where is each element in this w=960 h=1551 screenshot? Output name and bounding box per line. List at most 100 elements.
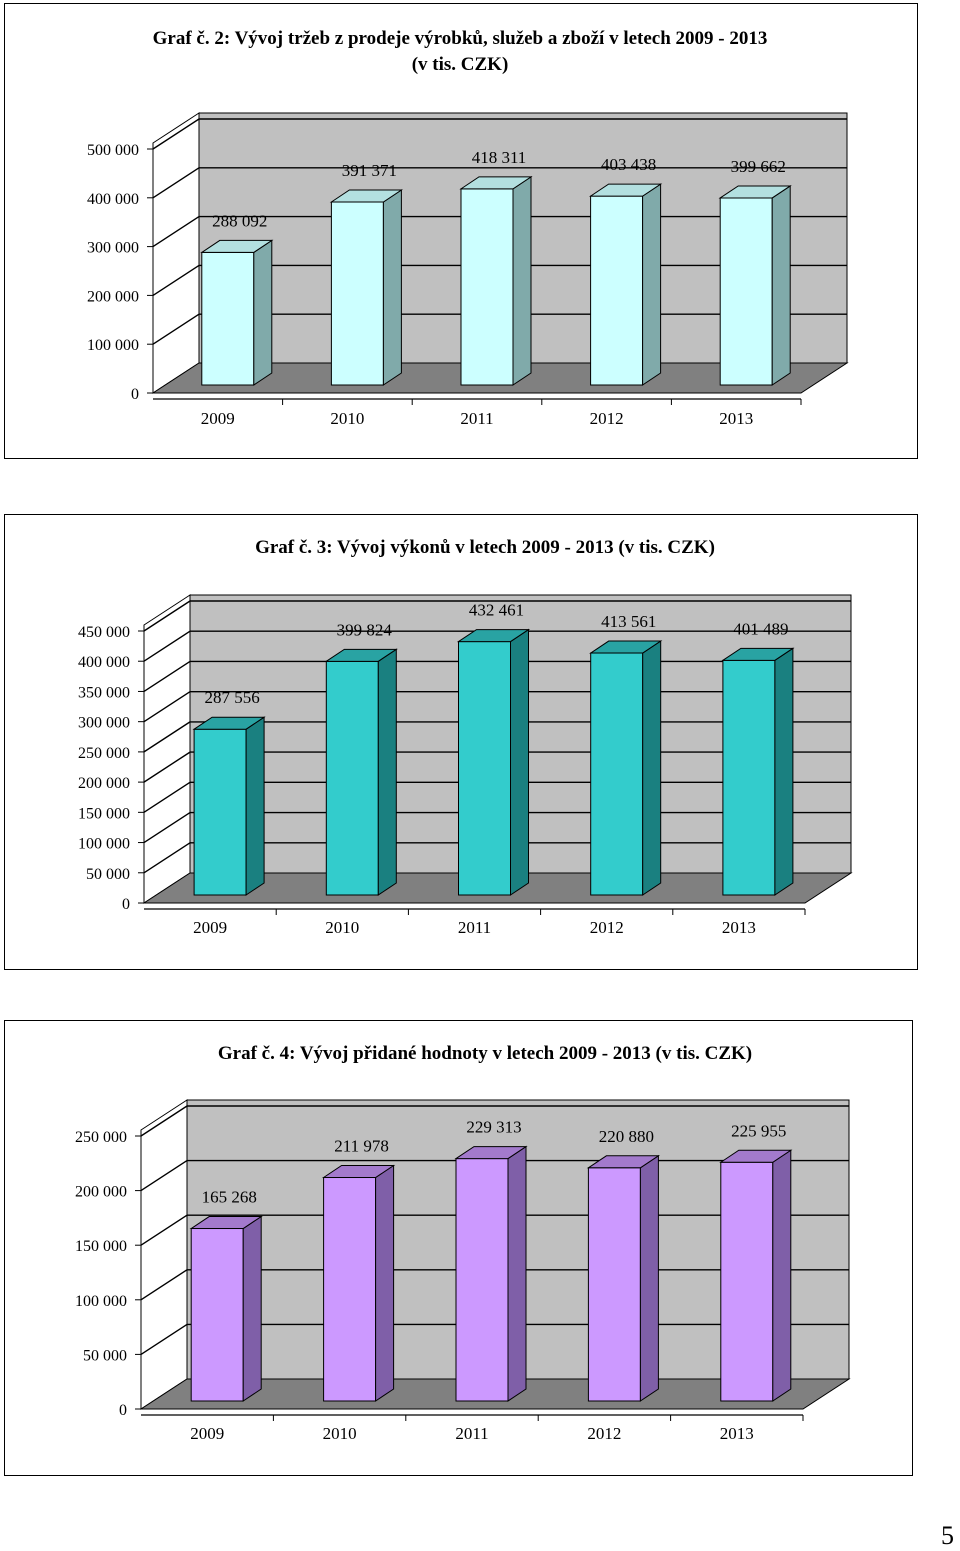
x-tick-label: 2013 bbox=[720, 1424, 754, 1443]
y-tick-label: 150 000 bbox=[78, 805, 130, 822]
chart-svg: Graf č. 2: Vývoj tržeb z prodeje výrobků… bbox=[87, 28, 849, 428]
bar bbox=[454, 1145, 528, 1402]
bar-front bbox=[460, 188, 514, 386]
bar-front bbox=[590, 195, 644, 386]
data-label: 211 978 bbox=[334, 1137, 389, 1156]
bar-top bbox=[189, 1216, 263, 1230]
y-tick-label: 200 000 bbox=[78, 775, 130, 792]
gridline-side bbox=[143, 781, 191, 813]
y-tick-label: 450 000 bbox=[78, 624, 130, 641]
bar-front bbox=[722, 659, 776, 896]
y-tick-label: 100 000 bbox=[78, 836, 130, 853]
y-tick-label: 100 000 bbox=[75, 1293, 127, 1310]
chart-svg: Graf č. 4: Vývoj přidané hodnoty v letec… bbox=[75, 1043, 851, 1443]
data-label: 225 955 bbox=[731, 1121, 786, 1140]
x-tick-label: 2012 bbox=[590, 409, 624, 428]
gridline-side bbox=[152, 264, 200, 296]
bar-front bbox=[590, 652, 644, 896]
gridline-side bbox=[143, 721, 191, 753]
bar-side bbox=[375, 1164, 395, 1402]
bar bbox=[200, 239, 274, 386]
bar-top bbox=[589, 640, 663, 654]
bar-top bbox=[719, 1149, 793, 1163]
y-tick-label: 250 000 bbox=[78, 745, 130, 762]
bar-side bbox=[245, 716, 265, 896]
x-tick-label: 2009 bbox=[201, 409, 235, 428]
bar-side bbox=[510, 628, 529, 896]
chart-graf-4: Graf č. 4: Vývoj přidané hodnoty v letec… bbox=[4, 1020, 913, 1476]
bar-top bbox=[321, 1165, 396, 1179]
y-tick-label: 0 bbox=[122, 896, 130, 913]
x-tick-label: 2013 bbox=[719, 409, 753, 428]
y-tick-label: 200 000 bbox=[87, 288, 139, 305]
y-tick-label: 300 000 bbox=[87, 240, 139, 257]
bar-top bbox=[588, 183, 663, 197]
bar-side bbox=[772, 1149, 792, 1402]
data-label: 399 662 bbox=[731, 157, 786, 176]
data-label: 287 556 bbox=[204, 688, 259, 707]
data-label: 403 438 bbox=[601, 155, 656, 174]
bar bbox=[719, 1149, 793, 1402]
data-label: 165 268 bbox=[202, 1188, 257, 1207]
x-tick-label: 2010 bbox=[330, 409, 364, 428]
bar-side bbox=[512, 175, 532, 386]
side-wall bbox=[143, 594, 191, 904]
bar-side bbox=[771, 185, 791, 386]
bar-front bbox=[719, 197, 773, 386]
x-tick-label: 2011 bbox=[458, 918, 491, 937]
x-tick-label: 2012 bbox=[587, 1424, 621, 1443]
bar bbox=[456, 628, 531, 896]
gridline-side bbox=[152, 118, 200, 150]
bar-top bbox=[324, 648, 398, 662]
y-tick-label: 100 000 bbox=[87, 337, 139, 354]
gridline-side bbox=[140, 1214, 188, 1246]
y-tick-label: 500 000 bbox=[87, 142, 139, 159]
x-tick-label: 2010 bbox=[325, 918, 359, 937]
data-label: 399 824 bbox=[337, 620, 393, 639]
side-wall bbox=[140, 1099, 188, 1410]
bar bbox=[718, 185, 792, 386]
bar-top bbox=[192, 716, 266, 730]
data-label: 413 561 bbox=[601, 612, 656, 631]
y-tick-label: 0 bbox=[119, 1402, 127, 1419]
data-label: 229 313 bbox=[466, 1118, 521, 1137]
chart-graf-2: Graf č. 2: Vývoj tržeb z prodeje výrobků… bbox=[4, 3, 918, 459]
gridline-side bbox=[152, 167, 200, 199]
x-tick-label: 2013 bbox=[722, 918, 756, 937]
bar-side bbox=[774, 647, 794, 896]
y-tick-label: 200 000 bbox=[75, 1184, 127, 1201]
gridline-side bbox=[140, 1323, 188, 1355]
bar-front bbox=[325, 660, 379, 896]
bar-side bbox=[642, 183, 662, 386]
x-tick-label: 2010 bbox=[323, 1424, 357, 1443]
gridline-side bbox=[143, 660, 191, 693]
bar-top bbox=[456, 629, 531, 643]
y-tick-label: 400 000 bbox=[78, 654, 130, 671]
bar-side bbox=[377, 648, 397, 896]
bar-front bbox=[455, 1158, 509, 1402]
bar bbox=[189, 1215, 263, 1402]
bar-side bbox=[382, 189, 402, 386]
page-number: 5 bbox=[941, 1521, 954, 1550]
gridline-side bbox=[152, 216, 200, 248]
y-tick-label: 0 bbox=[131, 386, 139, 403]
bar-side bbox=[507, 1145, 527, 1402]
y-tick-label: 150 000 bbox=[75, 1238, 127, 1255]
data-label: 288 092 bbox=[212, 211, 267, 230]
gridline-side bbox=[140, 1105, 188, 1137]
data-label: 401 489 bbox=[733, 619, 788, 638]
y-tick-label: 50 000 bbox=[83, 1347, 127, 1364]
bar-top bbox=[329, 189, 404, 203]
bar bbox=[586, 1154, 661, 1402]
bar-top bbox=[459, 176, 533, 190]
bar bbox=[192, 716, 266, 896]
bar bbox=[329, 189, 404, 386]
chart-graf-3: Graf č. 3: Vývoj výkonů v letech 2009 - … bbox=[4, 514, 918, 970]
chart-title-line2: (v tis. CZK) bbox=[412, 54, 509, 75]
bar-front bbox=[193, 728, 247, 896]
bar-front bbox=[458, 641, 511, 896]
x-tick-label: 2012 bbox=[590, 918, 624, 937]
bar-front bbox=[720, 1161, 774, 1402]
chart-title: Graf č. 2: Vývoj tržeb z prodeje výrobků… bbox=[153, 28, 768, 49]
bar bbox=[459, 175, 533, 386]
